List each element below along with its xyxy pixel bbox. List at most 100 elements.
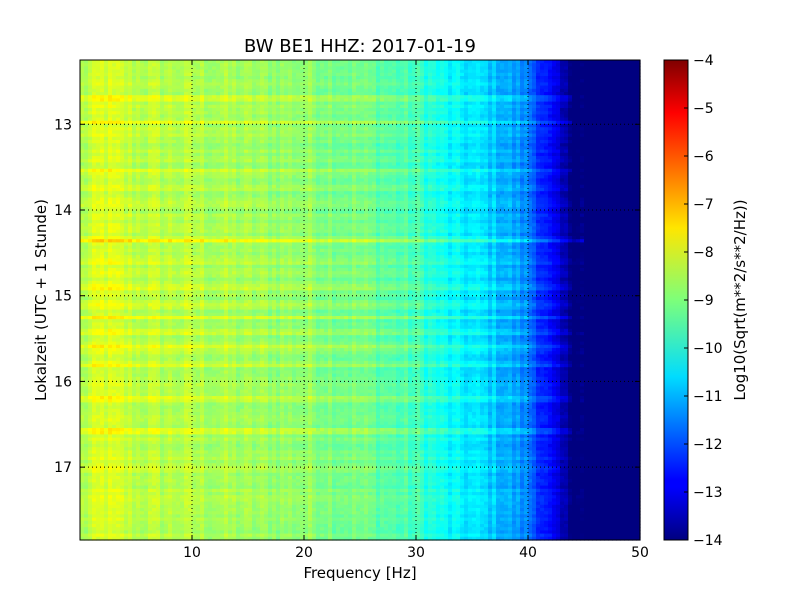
heatmap-cell	[300, 88, 305, 93]
heatmap-cell	[492, 82, 497, 87]
heatmap-cell	[604, 117, 609, 122]
heatmap-cell	[320, 76, 325, 80]
heatmap-cell	[232, 117, 237, 122]
heatmap-cell	[476, 140, 481, 144]
heatmap-cell	[460, 143, 465, 147]
heatmap-cell	[160, 101, 165, 106]
heatmap-cell	[88, 63, 93, 67]
heatmap-cell	[560, 76, 565, 80]
heatmap-cell	[548, 101, 553, 106]
heatmap-cell	[152, 159, 157, 163]
heatmap-cell	[580, 162, 585, 167]
heatmap-cell	[524, 140, 529, 144]
heatmap-cell	[468, 63, 473, 67]
heatmap-cell	[492, 60, 497, 64]
heatmap-cell	[580, 152, 585, 157]
heatmap-cell	[320, 165, 325, 170]
heatmap-cell	[296, 111, 301, 115]
heatmap-cell	[556, 117, 561, 122]
heatmap-cell	[396, 159, 401, 163]
heatmap-cell	[128, 124, 133, 128]
heatmap-cell	[344, 143, 349, 147]
heatmap-cell	[160, 108, 165, 112]
heatmap-cell	[288, 82, 293, 87]
heatmap-cell	[100, 146, 105, 151]
heatmap-cell	[496, 120, 501, 125]
heatmap-cell	[428, 114, 433, 119]
heatmap-cell	[144, 92, 149, 96]
heatmap-cell	[92, 146, 97, 151]
heatmap-cell	[228, 72, 233, 77]
heatmap-cell	[104, 66, 109, 71]
heatmap-cell	[176, 156, 181, 160]
heatmap-cell	[472, 63, 477, 67]
heatmap-cell	[508, 136, 513, 141]
heatmap-cell	[172, 79, 177, 83]
heatmap-cell	[332, 114, 337, 119]
heatmap-cell	[208, 114, 213, 119]
heatmap-cell	[472, 140, 477, 144]
heatmap-cell	[556, 104, 561, 109]
heatmap-cell	[148, 146, 153, 151]
heatmap-cell	[312, 136, 317, 141]
heatmap-cell	[304, 120, 309, 125]
heatmap-cell	[380, 66, 385, 71]
heatmap-cell	[480, 111, 485, 115]
heatmap-cell	[360, 92, 365, 96]
heatmap-cell	[608, 82, 613, 87]
heatmap-cell	[116, 146, 121, 151]
heatmap-cell	[456, 130, 461, 135]
heatmap-cell	[408, 85, 413, 90]
heatmap-cell	[152, 117, 157, 122]
heatmap-cell	[612, 108, 617, 112]
heatmap-cell	[620, 79, 625, 83]
heatmap-cell	[364, 82, 369, 87]
heatmap-cell	[516, 124, 521, 128]
heatmap-cell	[616, 95, 621, 99]
heatmap-cell	[512, 111, 517, 115]
heatmap-cell	[204, 136, 209, 141]
heatmap-cell	[192, 146, 197, 151]
heatmap-cell	[460, 159, 465, 163]
heatmap-cell	[584, 101, 589, 106]
heatmap-cell	[304, 152, 309, 157]
heatmap-cell	[328, 82, 333, 87]
heatmap-cell	[516, 127, 521, 131]
heatmap-cell	[616, 82, 621, 87]
heatmap-cell	[436, 88, 441, 93]
heatmap-cell	[416, 63, 421, 67]
heatmap-cell	[556, 88, 561, 93]
heatmap-cell	[264, 159, 269, 163]
heatmap-cell	[104, 156, 109, 160]
heatmap-cell	[336, 111, 341, 115]
heatmap-cell	[96, 117, 101, 122]
heatmap-cell	[80, 72, 85, 77]
heatmap-cell	[604, 156, 609, 160]
heatmap-cell	[428, 63, 433, 67]
heatmap-cell	[328, 69, 333, 74]
heatmap-cell	[312, 156, 317, 160]
heatmap-cell	[80, 88, 85, 93]
heatmap-cell	[216, 114, 221, 119]
heatmap-cell	[352, 143, 357, 147]
heatmap-cell	[504, 108, 509, 112]
heatmap-cell	[84, 82, 89, 87]
heatmap-cell	[248, 72, 253, 77]
heatmap-cell	[576, 69, 581, 74]
heatmap-cell	[100, 79, 105, 83]
heatmap-cell	[560, 101, 565, 106]
heatmap-cell	[224, 124, 229, 128]
heatmap-cell	[156, 143, 161, 147]
heatmap-cell	[220, 95, 225, 99]
heatmap-cell	[116, 127, 121, 131]
heatmap-cell	[600, 162, 605, 167]
heatmap-cell	[532, 72, 537, 77]
heatmap-cell	[604, 108, 609, 112]
heatmap-cell	[468, 98, 473, 103]
heatmap-cell	[136, 130, 141, 135]
heatmap-cell	[176, 66, 181, 71]
heatmap-cell	[308, 104, 313, 109]
heatmap-cell	[340, 72, 345, 77]
heatmap-cell	[340, 60, 345, 64]
heatmap-cell	[416, 69, 421, 74]
